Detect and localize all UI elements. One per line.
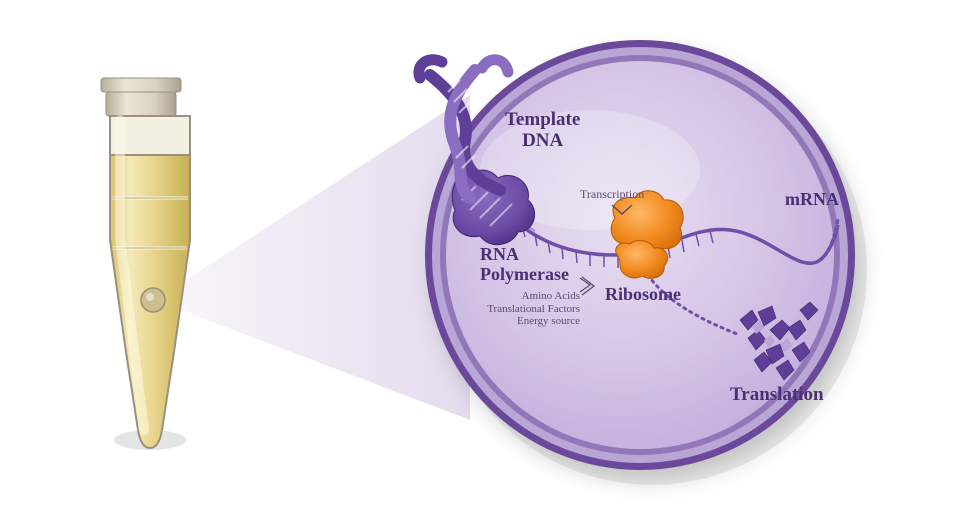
label-template-dna: Template DNA [505, 110, 580, 152]
label-mrna: mRNA [785, 190, 839, 210]
label-inputs-2: Translational Factors [460, 303, 580, 316]
label-inputs-1: Amino Acids [460, 290, 580, 303]
zoom-cone [155, 95, 470, 420]
diagram-container: Template DNA Transcription mRNA RNA Poly… [0, 0, 963, 510]
label-inputs-3: Energy source [460, 315, 580, 328]
label-ribosome: Ribosome [605, 285, 681, 305]
label-rna-polymerase: RNA Polymerase [480, 245, 569, 285]
microtube [101, 78, 190, 452]
label-translation: Translation [730, 385, 824, 406]
label-inputs: Amino Acids Translational Factors Energy… [460, 290, 580, 328]
label-transcription: Transcription [580, 188, 644, 202]
